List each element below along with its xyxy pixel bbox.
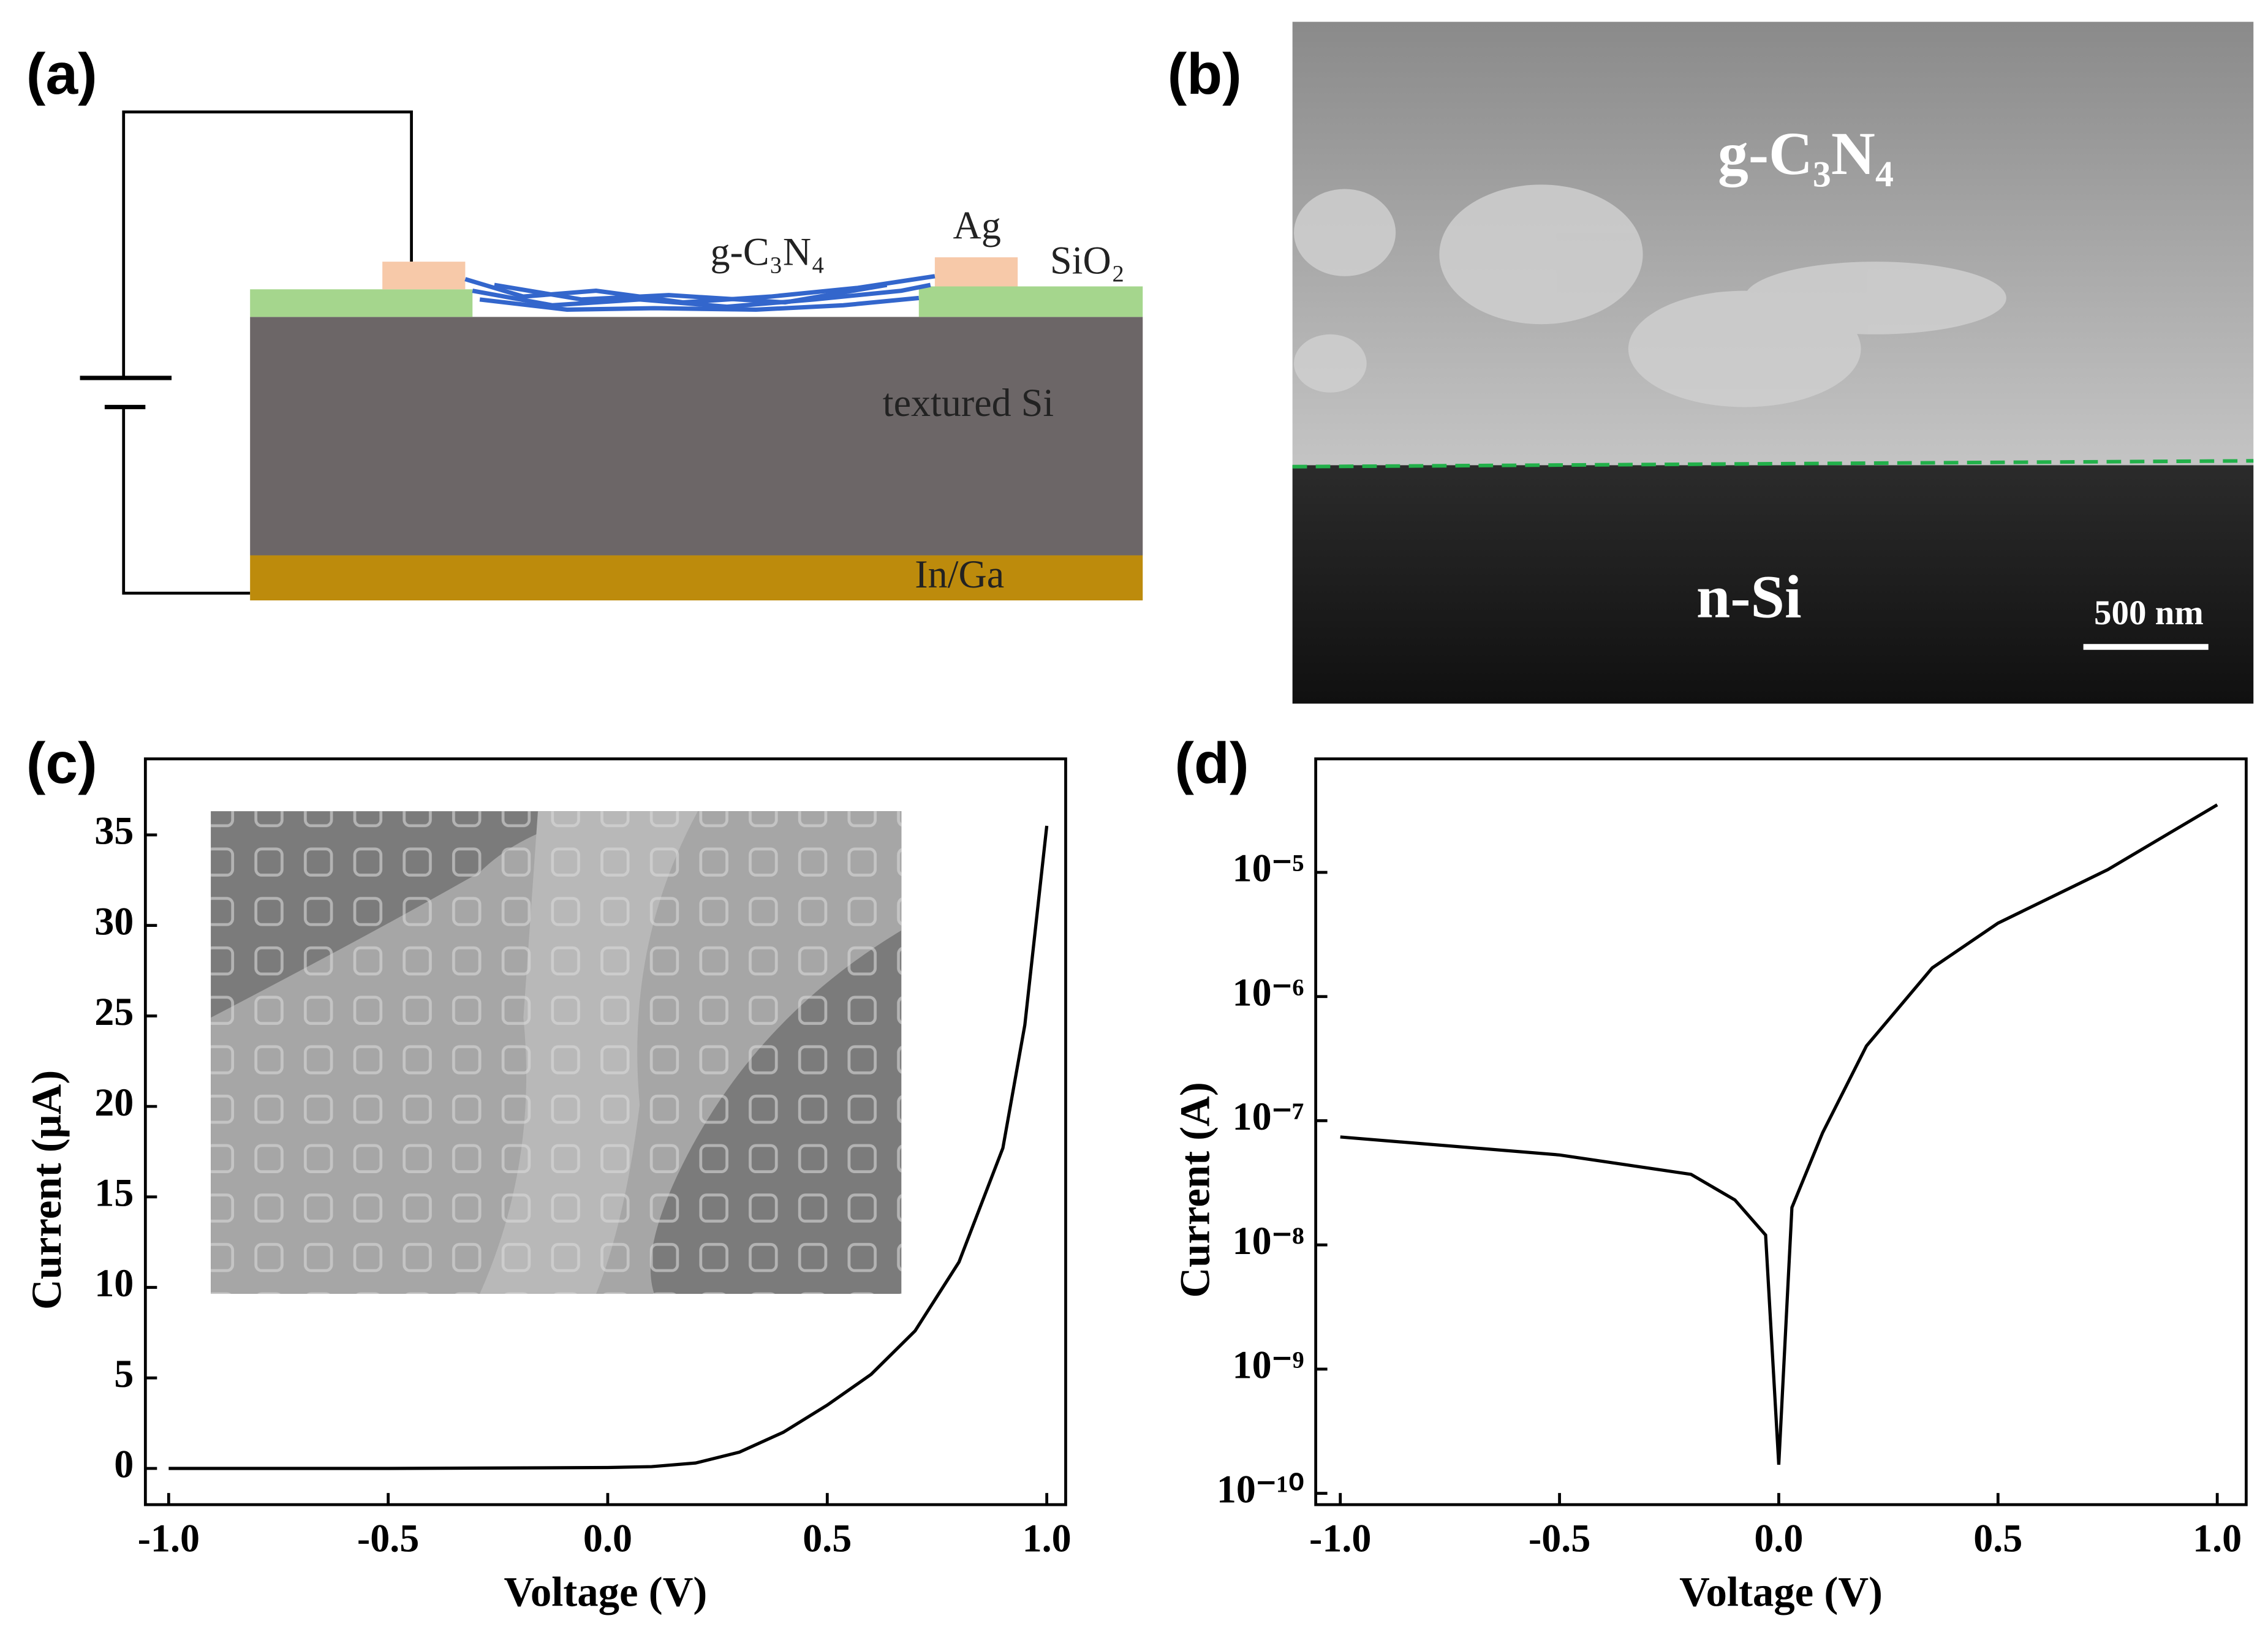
x-tick-label: 0.5 xyxy=(803,1517,852,1560)
si-layer xyxy=(250,317,1143,556)
ingа-layer xyxy=(250,555,1143,601)
data-line xyxy=(168,825,1049,1470)
x-tick-label: -1.0 xyxy=(138,1517,200,1560)
x-tick-label: -0.5 xyxy=(1529,1517,1590,1560)
plot-frame xyxy=(1314,757,2248,1506)
plot-frame xyxy=(143,757,1067,1506)
wire xyxy=(122,407,251,595)
sem-flakes xyxy=(1294,184,2006,407)
y-tick-label: 20 xyxy=(94,1081,134,1124)
x-axis-title: Voltage (V) xyxy=(504,1568,707,1615)
y-axis-title: Current (μA) xyxy=(23,1070,70,1310)
scale-bar-label: 500 nm xyxy=(2094,594,2204,632)
si-label: textured Si xyxy=(883,381,1054,425)
x-tick-label: -0.5 xyxy=(357,1517,419,1560)
sem-image: g-C₃N₄ n-Si 500 nm xyxy=(1292,21,2254,704)
data-line xyxy=(1340,803,2218,1465)
y-tick-label: 30 xyxy=(94,899,134,943)
x-tick-label: 0.0 xyxy=(1754,1517,1803,1560)
y-tick-label: 5 xyxy=(114,1352,134,1396)
sio2-label: SiO₂ xyxy=(1050,239,1125,282)
y-tick-label: 10⁻⁶ xyxy=(1233,970,1304,1014)
ag-label: Ag xyxy=(953,204,1001,247)
panel-label: (d) xyxy=(1174,731,1249,796)
y-tick-label: 10⁻⁹ xyxy=(1233,1343,1304,1387)
sem-substrate xyxy=(1292,465,2254,704)
film-label: g-C₃N₄ xyxy=(1718,119,1894,187)
y-tick-label: 25 xyxy=(94,990,134,1033)
x-tick-label: 0.5 xyxy=(1973,1517,2022,1560)
gcn-label: g-C₃N₄ xyxy=(710,230,825,273)
inset-image xyxy=(211,811,902,1294)
y-tick-label: 35 xyxy=(94,809,134,853)
y-tick-label: 10⁻¹⁰ xyxy=(1217,1467,1304,1511)
y-tick-label: 10⁻⁵ xyxy=(1233,847,1304,890)
sio2-layer xyxy=(250,289,473,317)
y-tick-label: 10⁻⁸ xyxy=(1233,1219,1304,1263)
y-tick-label: 15 xyxy=(94,1171,134,1215)
substrate-label: n-Si xyxy=(1696,563,1802,631)
panel-label: (b) xyxy=(1168,42,1242,107)
ag-contact xyxy=(382,262,466,290)
x-tick-label: 0.0 xyxy=(583,1517,632,1560)
inga-label: In/Ga xyxy=(915,553,1004,596)
wire xyxy=(122,110,413,378)
x-tick-label: 1.0 xyxy=(2193,1517,2242,1560)
x-tick-label: 1.0 xyxy=(1022,1517,1072,1560)
ag-contact xyxy=(934,257,1018,287)
interface-line xyxy=(1292,459,2254,469)
panel-label: (c) xyxy=(26,731,97,796)
y-axis-title: Current (A) xyxy=(1172,1082,1219,1298)
gcn-film xyxy=(464,274,936,312)
x-axis-title: Voltage (V) xyxy=(1679,1568,1883,1615)
y-tick-label: 10⁻⁷ xyxy=(1233,1095,1304,1138)
y-tick-label: 10 xyxy=(94,1261,134,1305)
device-schematic: Ag SiO₂ g-C₃N₄ textured Si In/Ga xyxy=(80,110,1143,601)
x-tick-label: -1.0 xyxy=(1309,1517,1371,1560)
sio2-layer xyxy=(918,286,1143,317)
y-tick-label: 0 xyxy=(114,1443,134,1486)
panel-label: (a) xyxy=(26,42,97,107)
